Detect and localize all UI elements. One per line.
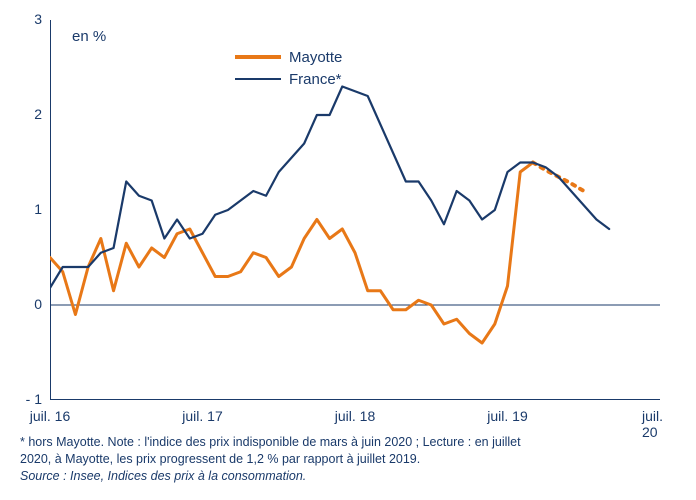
legend-label: Mayotte (289, 49, 342, 66)
x-tick-label: juil. 18 (335, 408, 375, 424)
chart-svg (50, 20, 660, 400)
x-tick-label: juil. 19 (487, 408, 527, 424)
footnote-source: Source : Insee, Indices des prix à la co… (20, 468, 676, 485)
chart-wrapper: - 1 0 1 2 3 juil. 16 juil. 17 juil. 18 juil. 19… (0, 0, 696, 500)
chart-legend: Mayotte France* (235, 46, 342, 90)
y-tick-label: 0 (34, 296, 42, 312)
legend-item: Mayotte (235, 46, 342, 68)
y-tick-label: 1 (34, 201, 42, 217)
y-tick-label: 2 (34, 106, 42, 122)
chart-footnote: * hors Mayotte. Note : l'indice des prix… (20, 434, 676, 485)
y-tick-label: - 1 (26, 391, 42, 407)
legend-item: France* (235, 68, 342, 90)
footnote-line1: * hors Mayotte. Note : l'indice des prix… (20, 434, 676, 451)
chart-plot-area (50, 20, 660, 400)
x-tick-label: juil. 16 (30, 408, 70, 424)
legend-label: France* (289, 71, 342, 88)
unit-label: en % (72, 28, 106, 45)
y-tick-label: 3 (34, 11, 42, 27)
footnote-line2: 2020, à Mayotte, les prix progressent de… (20, 451, 676, 468)
legend-swatch (235, 55, 281, 59)
x-tick-label: juil. 17 (182, 408, 222, 424)
legend-swatch (235, 78, 281, 80)
